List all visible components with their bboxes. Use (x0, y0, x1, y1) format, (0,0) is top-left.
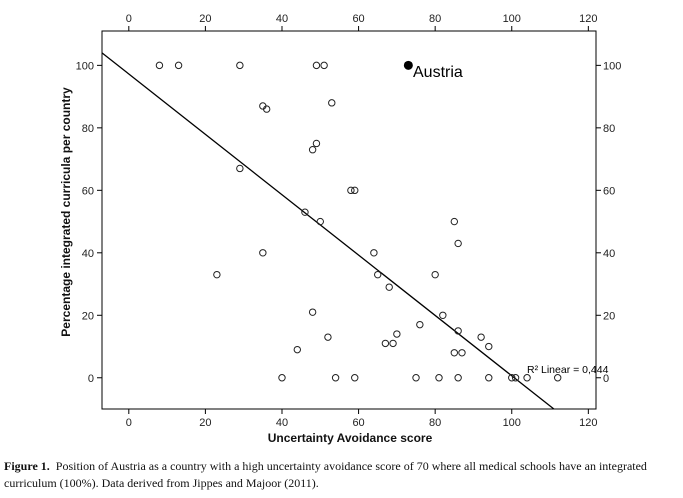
highlight-point (403, 60, 413, 70)
caption-label: Figure 1. (4, 459, 50, 473)
x-tick-label-bottom: 0 (126, 417, 132, 429)
data-point (236, 164, 244, 173)
x-tick-label-top: 0 (126, 13, 132, 25)
data-point (485, 374, 493, 382)
data-point (458, 349, 466, 357)
y-tick-label-left: 60 (82, 185, 94, 197)
data-point (389, 339, 397, 348)
data-point (439, 311, 447, 319)
data-point (554, 374, 562, 382)
x-tick-label-top: 20 (199, 13, 211, 25)
x-tick-label-top: 120 (579, 13, 597, 25)
data-point (477, 333, 485, 341)
data-point (308, 308, 317, 316)
data-point (262, 105, 271, 113)
figure-caption: Figure 1. Position of Austria as a count… (4, 458, 680, 492)
y-tick-label-left: 100 (76, 60, 94, 72)
data-point (450, 349, 459, 357)
y-tick-label-right: 20 (603, 310, 615, 322)
data-point (312, 139, 321, 148)
data-point (412, 374, 420, 382)
data-point (508, 374, 516, 382)
data-point (351, 374, 359, 382)
data-point (370, 249, 378, 257)
x-tick-label-bottom: 40 (276, 417, 288, 429)
data-point (454, 239, 462, 248)
x-tick-label-bottom: 100 (503, 417, 521, 429)
austria-label: Austria (413, 64, 463, 81)
fit-line (101, 52, 555, 410)
x-tick-label-bottom: 120 (579, 417, 597, 429)
y-tick-label-left: 0 (88, 373, 94, 385)
data-point (351, 186, 359, 195)
austria-point (403, 60, 413, 70)
scatter-chart: 0 0 20 20 40 40 60 60 80 80 100 100 120 120 0 0 20 20 40 40… (59, 13, 622, 445)
data-point (385, 283, 393, 291)
data-point (316, 217, 324, 226)
data-point (331, 374, 340, 382)
x-tick-label-bottom: 60 (352, 417, 364, 429)
axis-ticks: 0 0 20 20 40 40 60 60 80 80 100 100 120 120 0 0 20 20 40 40… (76, 13, 622, 429)
x-tick-label-top: 40 (276, 13, 288, 25)
data-point (312, 61, 321, 70)
y-tick-label-right: 80 (603, 123, 615, 135)
y-tick-label-right: 100 (603, 60, 621, 72)
data-point (324, 333, 332, 341)
data-point (174, 61, 183, 70)
data-point (347, 186, 355, 195)
r2-label: R² Linear = 0,444 (527, 364, 609, 376)
y-tick-label-left: 20 (82, 310, 94, 322)
x-tick-label-top: 60 (352, 13, 364, 25)
data-point (485, 342, 493, 351)
y-axis-title: Percentage integrated curricula per coun… (59, 87, 73, 337)
data-point (511, 374, 520, 382)
data-point (454, 374, 462, 382)
x-tick-label-top: 80 (429, 13, 441, 25)
data-point (374, 270, 382, 279)
data-point (155, 61, 164, 70)
data-point (416, 320, 424, 329)
data-point (435, 374, 443, 382)
data-point (320, 61, 328, 70)
y-tick-label-right: 40 (603, 248, 615, 260)
data-point (450, 217, 459, 226)
data-points (155, 61, 562, 382)
y-tick-label-right: 0 (603, 373, 609, 385)
x-axis-title: Uncertainty Avoidance score (268, 431, 433, 445)
data-point (328, 99, 336, 107)
x-tick-label-bottom: 20 (199, 417, 211, 429)
data-point (213, 270, 221, 279)
data-point (431, 270, 439, 279)
data-point (278, 374, 286, 382)
data-point (301, 208, 309, 216)
data-point (308, 146, 317, 154)
data-point (259, 249, 267, 257)
x-tick-label-bottom: 80 (429, 417, 441, 429)
y-tick-label-left: 80 (82, 123, 94, 135)
data-point (293, 345, 302, 354)
plot-frame (101, 30, 597, 410)
y-tick-label-left: 40 (82, 248, 94, 260)
data-point (236, 61, 244, 70)
regression-line (101, 52, 555, 410)
data-point (454, 327, 462, 335)
data-point (381, 339, 390, 348)
x-tick-label-top: 100 (503, 13, 521, 25)
y-tick-label-right: 60 (603, 185, 615, 197)
data-point (393, 330, 401, 338)
data-point (523, 374, 531, 382)
caption-text: Position of Austria as a country with a … (4, 459, 647, 490)
